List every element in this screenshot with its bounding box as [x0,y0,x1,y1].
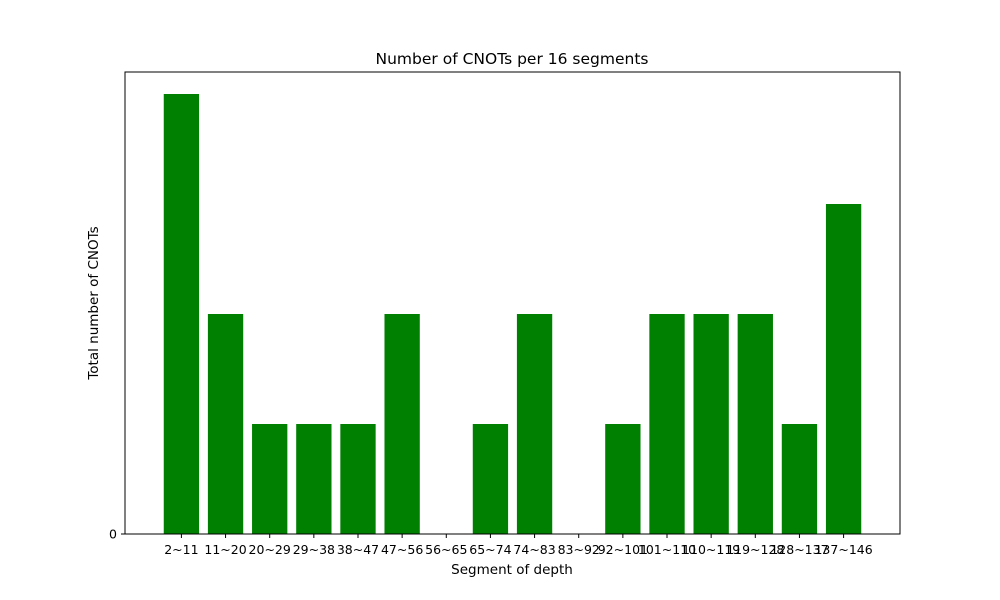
y-tick-label-0: 0 [109,527,117,542]
x-tick-label-12: 110~119 [682,542,740,557]
bar-3 [296,424,332,534]
bar-10 [605,424,641,534]
x-tick-label-5: 47~56 [381,542,423,557]
bar-0 [163,94,200,534]
x-tick-label-10: 92~101 [598,542,648,557]
x-tick-label-0: 2~11 [164,542,198,557]
x-tick-label-7: 65~74 [469,542,511,557]
x-tick-label-13: 119~128 [726,542,784,557]
x-tick-label-11: 101~110 [638,542,696,557]
bar-8 [516,314,553,534]
x-tick-label-14: 128~137 [770,542,828,557]
bar-11 [649,314,685,534]
bar-4 [340,424,376,534]
bar-15 [825,204,862,534]
y-tick-group: 0 [109,527,125,542]
x-axis-label: Segment of depth [451,562,573,578]
bar-2 [252,424,288,534]
bar-7 [472,424,509,534]
x-tick-label-6: 56~65 [425,542,467,557]
x-tick-label-4: 38~47 [337,542,379,557]
bar-14 [781,424,818,534]
bar-1 [207,314,244,534]
bar-5 [384,314,420,534]
x-tick-label-8: 74~83 [513,542,555,557]
chart-title: Number of CNOTs per 16 segments [376,50,649,68]
bar-group [163,94,862,534]
plot-area-frame [124,71,901,535]
bar-13 [737,314,773,534]
y-axis-label: Total number of CNOTs [86,226,102,380]
x-tick-label-2: 20~29 [249,542,291,557]
x-tick-label-3: 29~38 [293,542,335,557]
x-tick-label-1: 11~20 [204,542,246,557]
x-tick-label-9: 83~92 [558,542,600,557]
x-tick-label-15: 137~146 [814,542,872,557]
bar-12 [693,314,729,534]
x-tick-group: 2~11 11~20 20~29 29~38 38~47 47~56 56~65 65~74 7… [164,534,873,557]
